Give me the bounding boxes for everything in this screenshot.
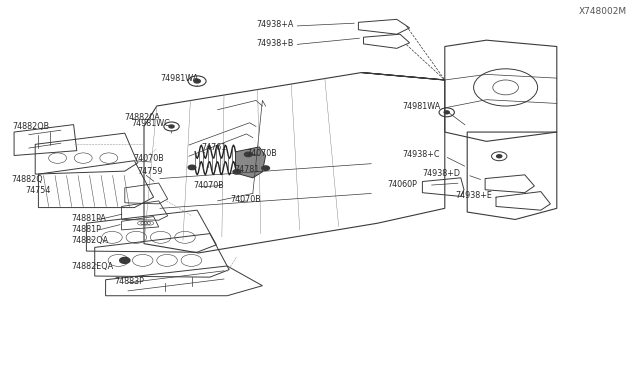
- Text: 74881PA: 74881PA: [72, 214, 106, 223]
- Circle shape: [194, 79, 200, 83]
- Text: 74060P: 74060P: [388, 180, 418, 189]
- Text: 74883P: 74883P: [114, 278, 144, 286]
- Text: X748002M: X748002M: [579, 7, 627, 16]
- Text: 74981WA: 74981WA: [160, 74, 198, 83]
- Text: 74070B: 74070B: [246, 149, 277, 158]
- Text: 74070B: 74070B: [133, 154, 164, 163]
- Text: 74981WA: 74981WA: [402, 102, 440, 111]
- Text: 74070B: 74070B: [230, 195, 261, 204]
- Text: 74759: 74759: [138, 167, 163, 176]
- Text: 74938+E: 74938+E: [456, 191, 493, 200]
- Text: 74882EQA: 74882EQA: [72, 262, 114, 271]
- Text: 74882QA: 74882QA: [72, 236, 109, 245]
- Text: 74981WC: 74981WC: [131, 119, 170, 128]
- Text: 74881P: 74881P: [72, 225, 102, 234]
- Text: 74781: 74781: [234, 165, 259, 174]
- Text: 74882Q: 74882Q: [12, 175, 43, 184]
- Text: 74938+D: 74938+D: [422, 169, 460, 178]
- Text: 74882QB: 74882QB: [13, 122, 50, 131]
- Text: 74938+B: 74938+B: [256, 39, 293, 48]
- Text: 74761: 74761: [202, 143, 227, 152]
- Text: 74938+C: 74938+C: [402, 150, 440, 159]
- Circle shape: [244, 152, 252, 157]
- Text: 74754: 74754: [26, 186, 51, 195]
- Circle shape: [233, 170, 241, 174]
- Circle shape: [169, 125, 174, 128]
- Text: 748820A: 748820A: [125, 113, 161, 122]
- Text: 74070B: 74070B: [193, 181, 224, 190]
- Circle shape: [262, 166, 269, 170]
- Text: 74938+A: 74938+A: [256, 20, 293, 29]
- Circle shape: [444, 111, 449, 114]
- Polygon shape: [236, 147, 266, 178]
- Circle shape: [188, 165, 196, 170]
- Circle shape: [497, 155, 502, 158]
- Circle shape: [120, 257, 130, 263]
